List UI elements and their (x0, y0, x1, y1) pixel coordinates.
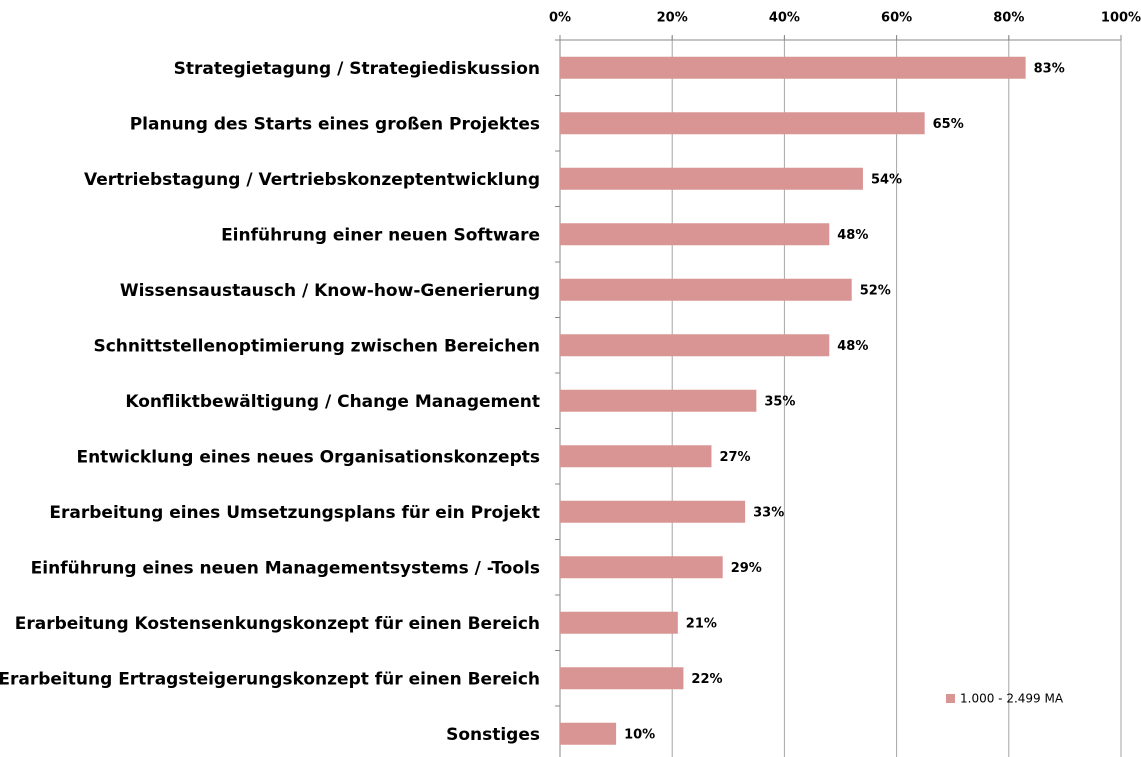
x-tick-label: 0% (549, 11, 571, 26)
legend-swatch (946, 694, 955, 703)
y-tick-label: Vertriebstagung / Vertriebskonzeptentwic… (84, 170, 540, 190)
x-tick-label: 100% (1101, 11, 1141, 26)
y-tick-label: Planung des Starts eines großen Projekte… (130, 114, 540, 134)
bar (560, 445, 712, 468)
y-tick-label: Erarbeitung eines Umsetzungsplans für ei… (49, 503, 540, 523)
y-tick-label: Einführung einer neuen Software (221, 225, 540, 245)
bar (560, 611, 678, 634)
x-tick-label: 80% (993, 11, 1024, 26)
value-label: 48% (837, 228, 868, 243)
value-label: 52% (860, 283, 891, 298)
value-label: 65% (933, 117, 964, 132)
bar (560, 556, 723, 579)
value-label: 29% (731, 561, 762, 576)
bar (560, 223, 830, 246)
value-label: 22% (691, 672, 722, 687)
value-label: 33% (753, 505, 784, 520)
value-label: 48% (837, 339, 868, 354)
bar (560, 667, 684, 690)
bar (560, 500, 746, 523)
value-label: 54% (871, 172, 902, 187)
x-tick-label: 40% (769, 11, 800, 26)
bar (560, 334, 830, 357)
y-tick-label: Erarbeitung Kostensenkungskonzept für ei… (15, 614, 540, 634)
y-tick-label: Wissensaustausch / Know-how-Generierung (120, 281, 540, 301)
y-tick-label: Einführung eines neuen Managementsystems… (31, 558, 540, 578)
y-tick-label: Schnittstellenoptimierung zwischen Berei… (93, 336, 540, 356)
y-tick-label: Entwicklung eines neues Organisationskon… (76, 447, 540, 467)
y-tick-label: Sonstiges (446, 725, 540, 745)
y-tick-label: Konfliktbewältigung / Change Management (125, 392, 540, 412)
value-label: 27% (719, 450, 750, 465)
value-label: 35% (764, 394, 795, 409)
x-tick-label: 20% (657, 11, 688, 26)
value-label: 21% (686, 616, 717, 631)
bar (560, 278, 852, 301)
bar (560, 722, 617, 745)
bar (560, 167, 863, 190)
value-label: 10% (624, 727, 655, 742)
bar (560, 112, 925, 135)
bar (560, 56, 1026, 79)
value-label: 83% (1034, 61, 1065, 76)
y-tick-label: Erarbeitung Ertragsteigerungskonzept für… (0, 669, 540, 689)
bar (560, 389, 757, 412)
legend-label: 1.000 - 2.499 MA (960, 692, 1064, 706)
y-tick-label: Strategietagung / Strategiediskussion (174, 59, 540, 79)
x-tick-label: 60% (881, 11, 912, 26)
